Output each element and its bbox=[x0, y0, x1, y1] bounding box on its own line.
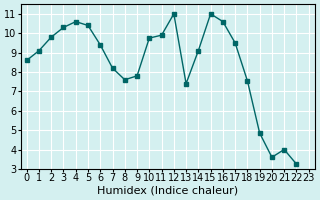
X-axis label: Humidex (Indice chaleur): Humidex (Indice chaleur) bbox=[97, 186, 238, 196]
